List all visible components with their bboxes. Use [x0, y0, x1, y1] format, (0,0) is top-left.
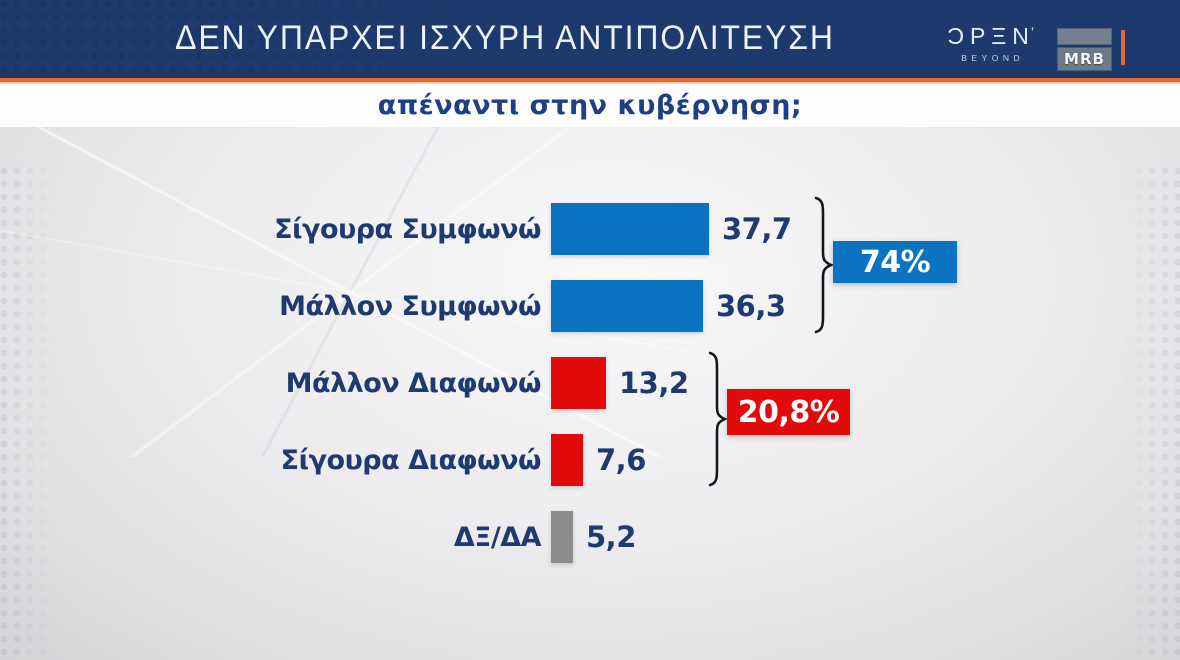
header-dot-texture — [0, 0, 649, 76]
bar-row-sigoura-diafono: Σίγουρα Διαφωνώ 7,6 — [0, 434, 646, 486]
agree-total-badge: 74% — [833, 241, 957, 283]
row-value: 5,2 — [586, 520, 636, 554]
row-value: 36,3 — [716, 289, 786, 323]
row-label: Σίγουρα Συμφωνώ — [274, 213, 541, 245]
row-value: 13,2 — [619, 366, 689, 400]
subtitle-band: απέναντι στην κυβέρνηση; — [0, 84, 1180, 127]
open-logo-letters: ƆPΞN — [947, 23, 1035, 49]
orange-rule — [0, 76, 1180, 84]
bar-row-mallon-diafono: Μάλλον Διαφωνώ 13,2 — [0, 357, 689, 409]
question-subtitle: απέναντι στην κυβέρνηση; — [377, 90, 803, 121]
bar-disagree-lean — [551, 357, 606, 409]
mrb-logo: MRB — [1057, 28, 1112, 71]
row-label: Σίγουρα Διαφωνώ — [280, 444, 542, 476]
bar-row-dk-na: ΔΞ/ΔΑ 5,2 — [0, 511, 636, 563]
disagree-group-brace — [705, 351, 727, 487]
row-label: Μάλλον Διαφωνώ — [285, 367, 542, 399]
bar-neutral — [551, 511, 573, 563]
bar-row-mallon-symfono: Μάλλον Συμφωνώ 36,3 — [0, 280, 786, 332]
bar-agree-lean — [551, 280, 703, 332]
row-value: 37,7 — [722, 212, 792, 246]
mrb-logo-text: MRB — [1057, 47, 1112, 71]
background-dots-right — [1122, 167, 1180, 660]
row-label: ΔΞ/ΔΑ — [453, 521, 542, 553]
orange-divider-tick — [1121, 30, 1125, 65]
open-tv-logo: ƆPΞN’ BEYOND — [947, 23, 1038, 63]
row-label: Μάλλον Συμφωνώ — [279, 290, 541, 322]
bar-row-sigoura-symfono: Σίγουρα Συμφωνώ 37,7 — [0, 203, 792, 255]
disagree-total-badge: 20,8% — [727, 389, 850, 435]
agree-group-brace — [811, 196, 833, 334]
header-band: ΔΕΝ ΥΠΑΡΧΕΙ ΙΣΧΥΡΗ ΑΝΤΙΠΟΛΙΤΕΥΣΗ ƆPΞN’ B… — [0, 0, 1180, 76]
background-dots-left — [0, 167, 58, 660]
bar-disagree-strong — [551, 434, 583, 486]
row-value: 7,6 — [596, 443, 646, 477]
page-title: ΔΕΝ ΥΠΑΡΧΕΙ ΙΣΧΥΡΗ ΑΝΤΙΠΟΛΙΤΕΥΣΗ — [175, 18, 835, 57]
open-logo-wordmark: ƆPΞN’ — [947, 23, 1038, 50]
bar-agree-strong — [551, 203, 709, 255]
open-logo-tagline: BEYOND — [961, 53, 1025, 63]
mrb-logo-top-block — [1057, 28, 1112, 45]
open-logo-tick: ’ — [1030, 24, 1034, 40]
